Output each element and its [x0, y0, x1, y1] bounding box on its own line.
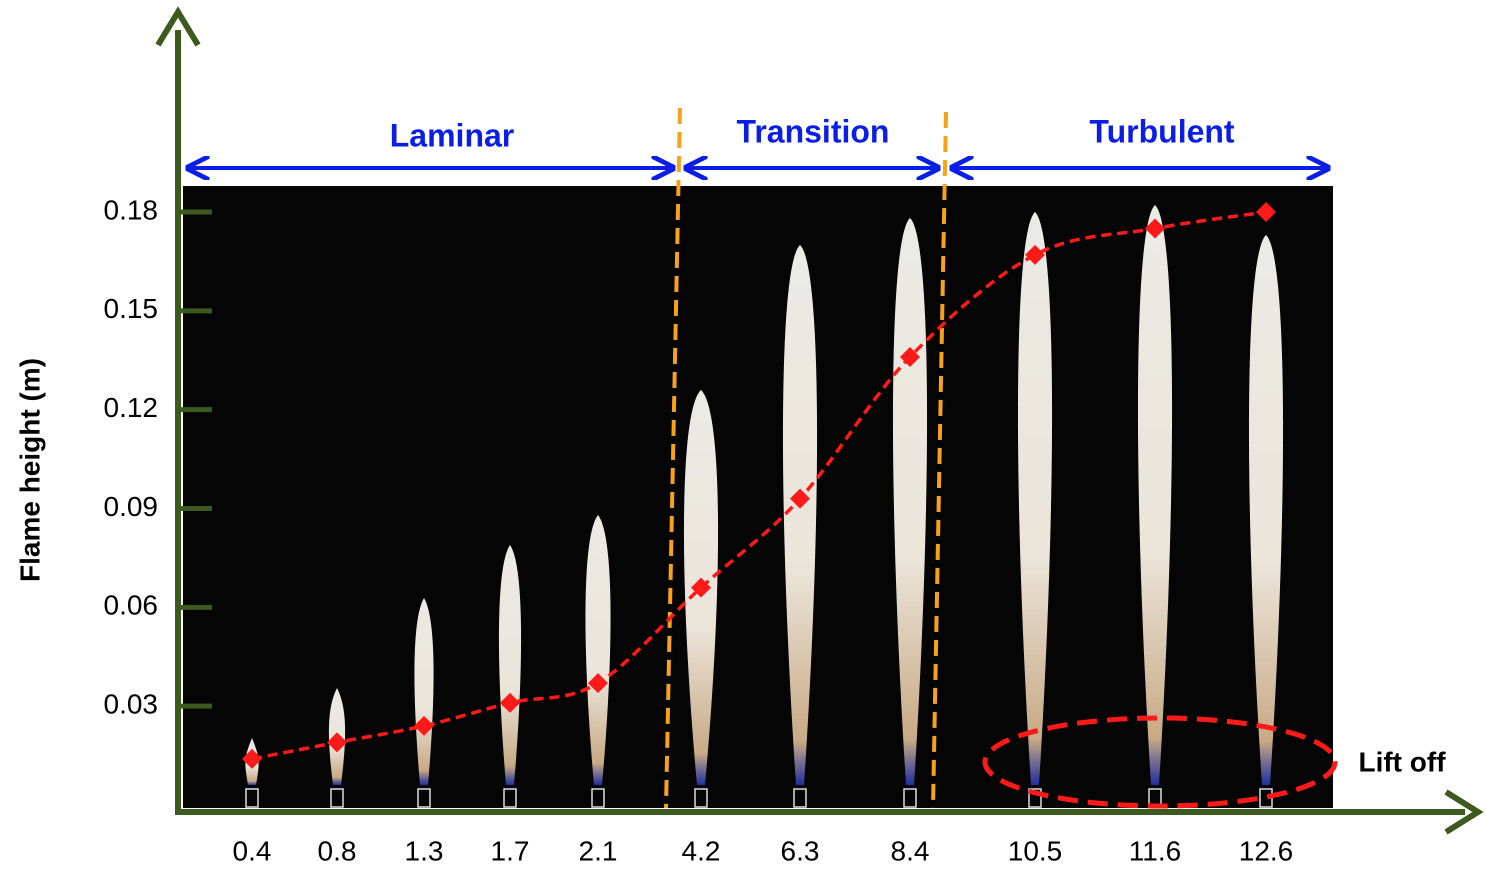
region-label: Laminar [390, 117, 514, 153]
x-tick-label: 0.8 [318, 835, 357, 866]
x-tick-label: 8.4 [891, 835, 930, 866]
x-tick-label: 10.5 [1008, 835, 1063, 866]
region-label: Transition [737, 113, 890, 149]
y-tick-label: 0.09 [104, 491, 159, 522]
y-tick-label: 0.06 [104, 590, 159, 621]
region-label: Turbulent [1089, 113, 1235, 149]
chart: Laminar Transition Turbulent Lift off Fl… [0, 0, 1486, 871]
x-tick-label: 12.6 [1239, 835, 1294, 866]
x-tick-label: 11.6 [1129, 835, 1181, 866]
x-tick-label: 6.3 [781, 835, 820, 866]
y-tick-label: 0.12 [104, 392, 159, 423]
x-tick-label: 2.1 [579, 835, 618, 866]
x-tick-label: 1.3 [405, 835, 444, 866]
annotation: Lift off [1358, 746, 1446, 777]
x-tick-label: 4.2 [682, 835, 721, 866]
y-tick-label: 0.03 [104, 689, 159, 720]
y-axis-label: Flame height (m) [14, 358, 45, 582]
x-tick-label: 1.7 [491, 835, 530, 866]
y-tick-label: 0.15 [104, 293, 159, 324]
y-tick-label: 0.18 [104, 194, 159, 225]
x-tick-label: 0.4 [233, 835, 272, 866]
